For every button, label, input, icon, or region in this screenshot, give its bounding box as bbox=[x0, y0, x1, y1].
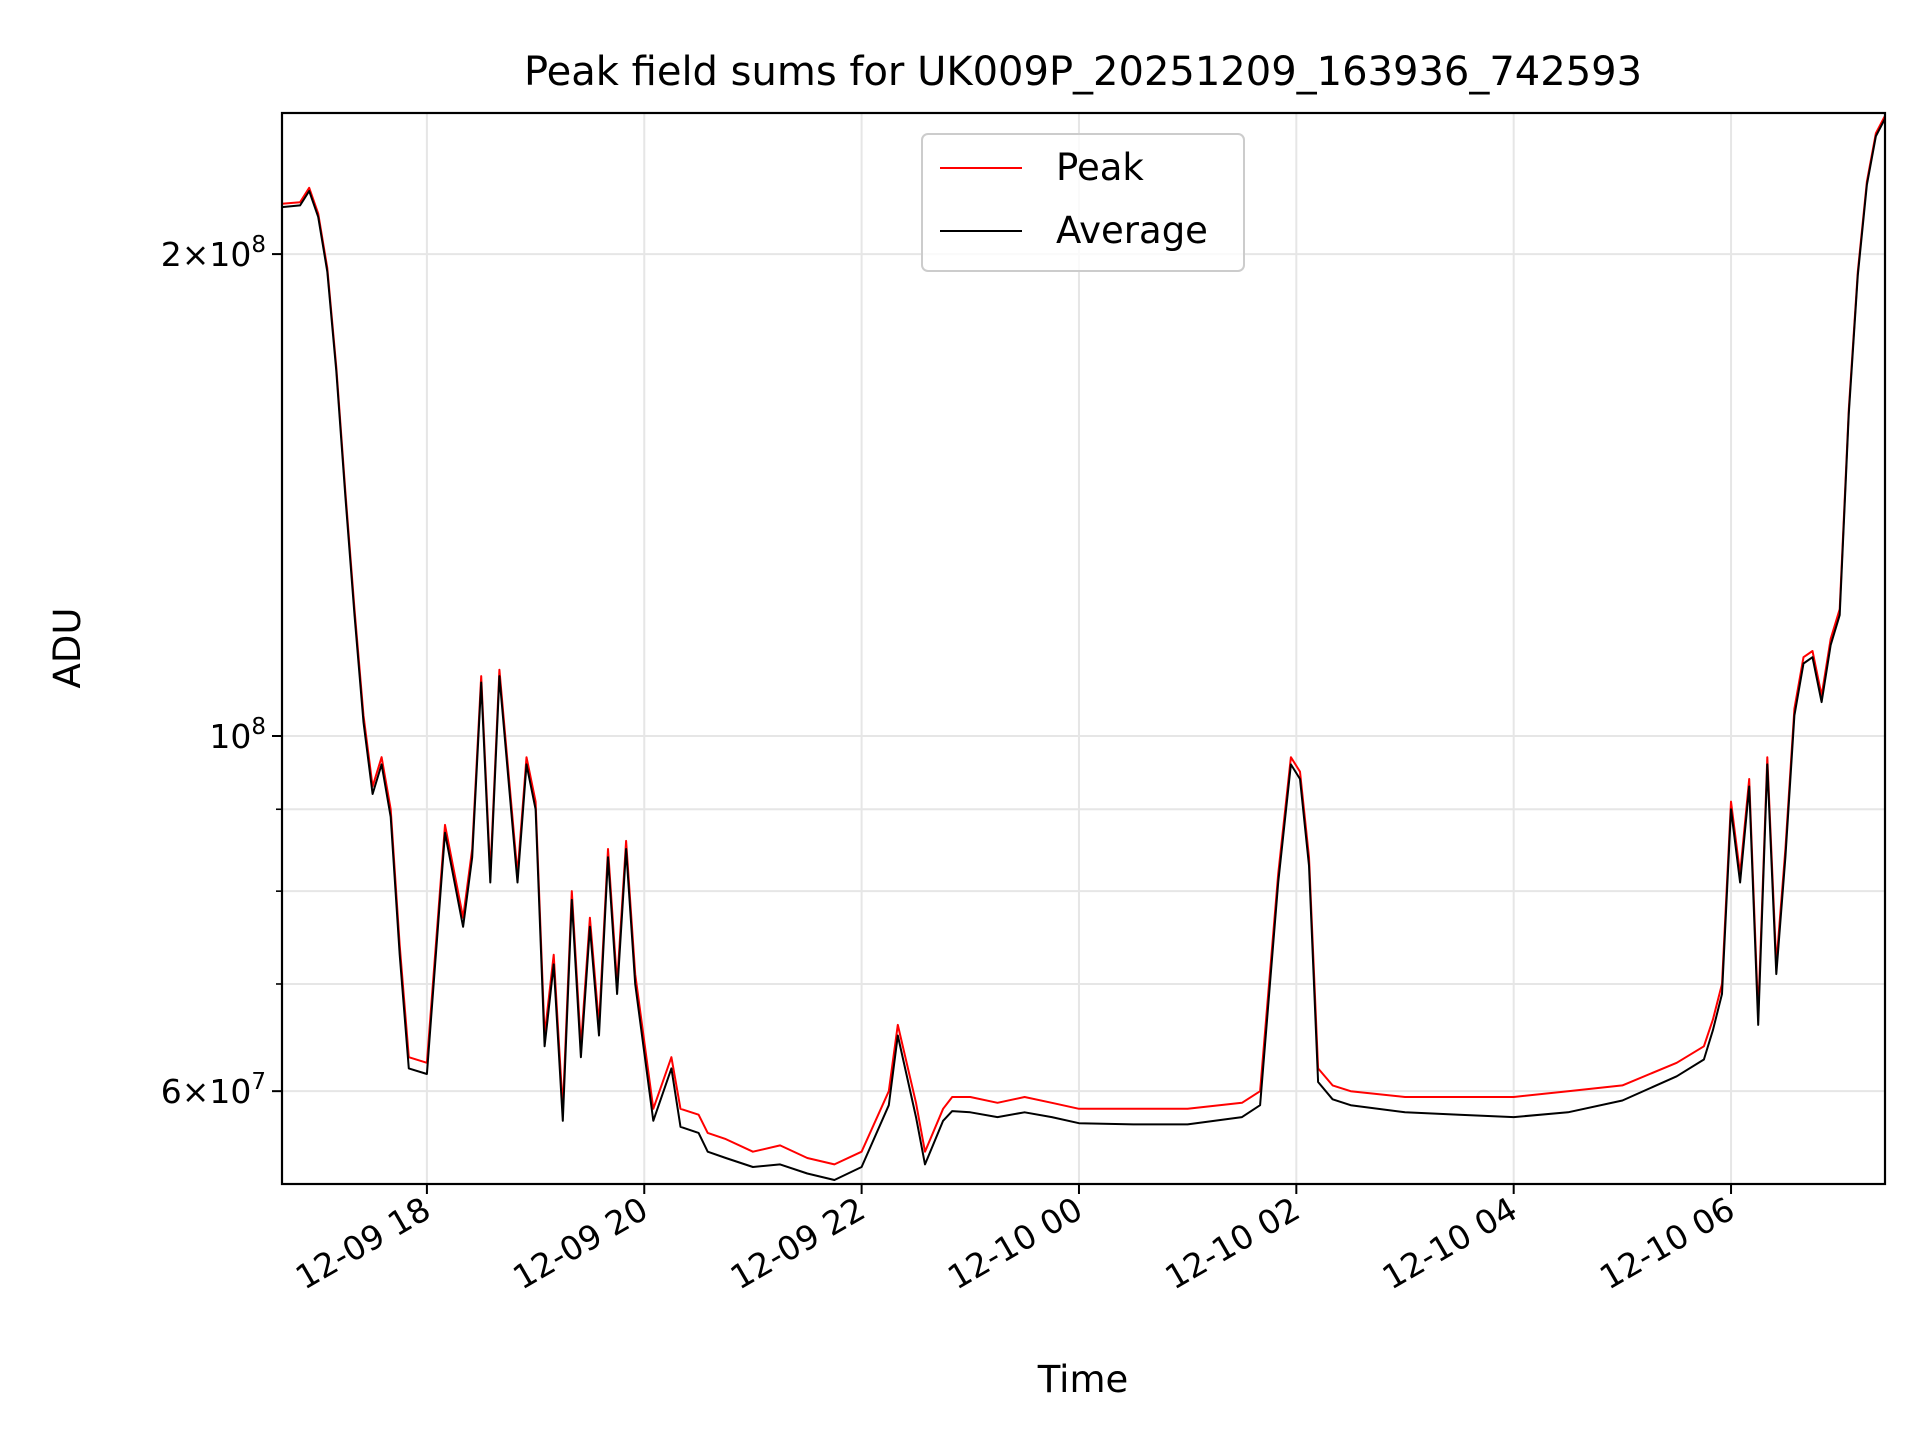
y-tick-label: 2×108 bbox=[161, 232, 266, 274]
y-tick-label: 6×107 bbox=[161, 1069, 266, 1111]
series-line-average bbox=[281, 118, 1886, 1181]
legend-label-average: Average bbox=[1056, 209, 1208, 252]
legend-label-peak: Peak bbox=[1056, 146, 1144, 189]
y-axis-label: ADU bbox=[46, 608, 89, 689]
chart-title: Peak field sums for UK009P_20251209_1639… bbox=[524, 49, 1642, 95]
plot-frame bbox=[280, 111, 1887, 1186]
legend: Peak Average bbox=[921, 133, 1245, 272]
x-axis-label: Time bbox=[1037, 1358, 1129, 1401]
series-layer bbox=[281, 115, 1886, 1181]
